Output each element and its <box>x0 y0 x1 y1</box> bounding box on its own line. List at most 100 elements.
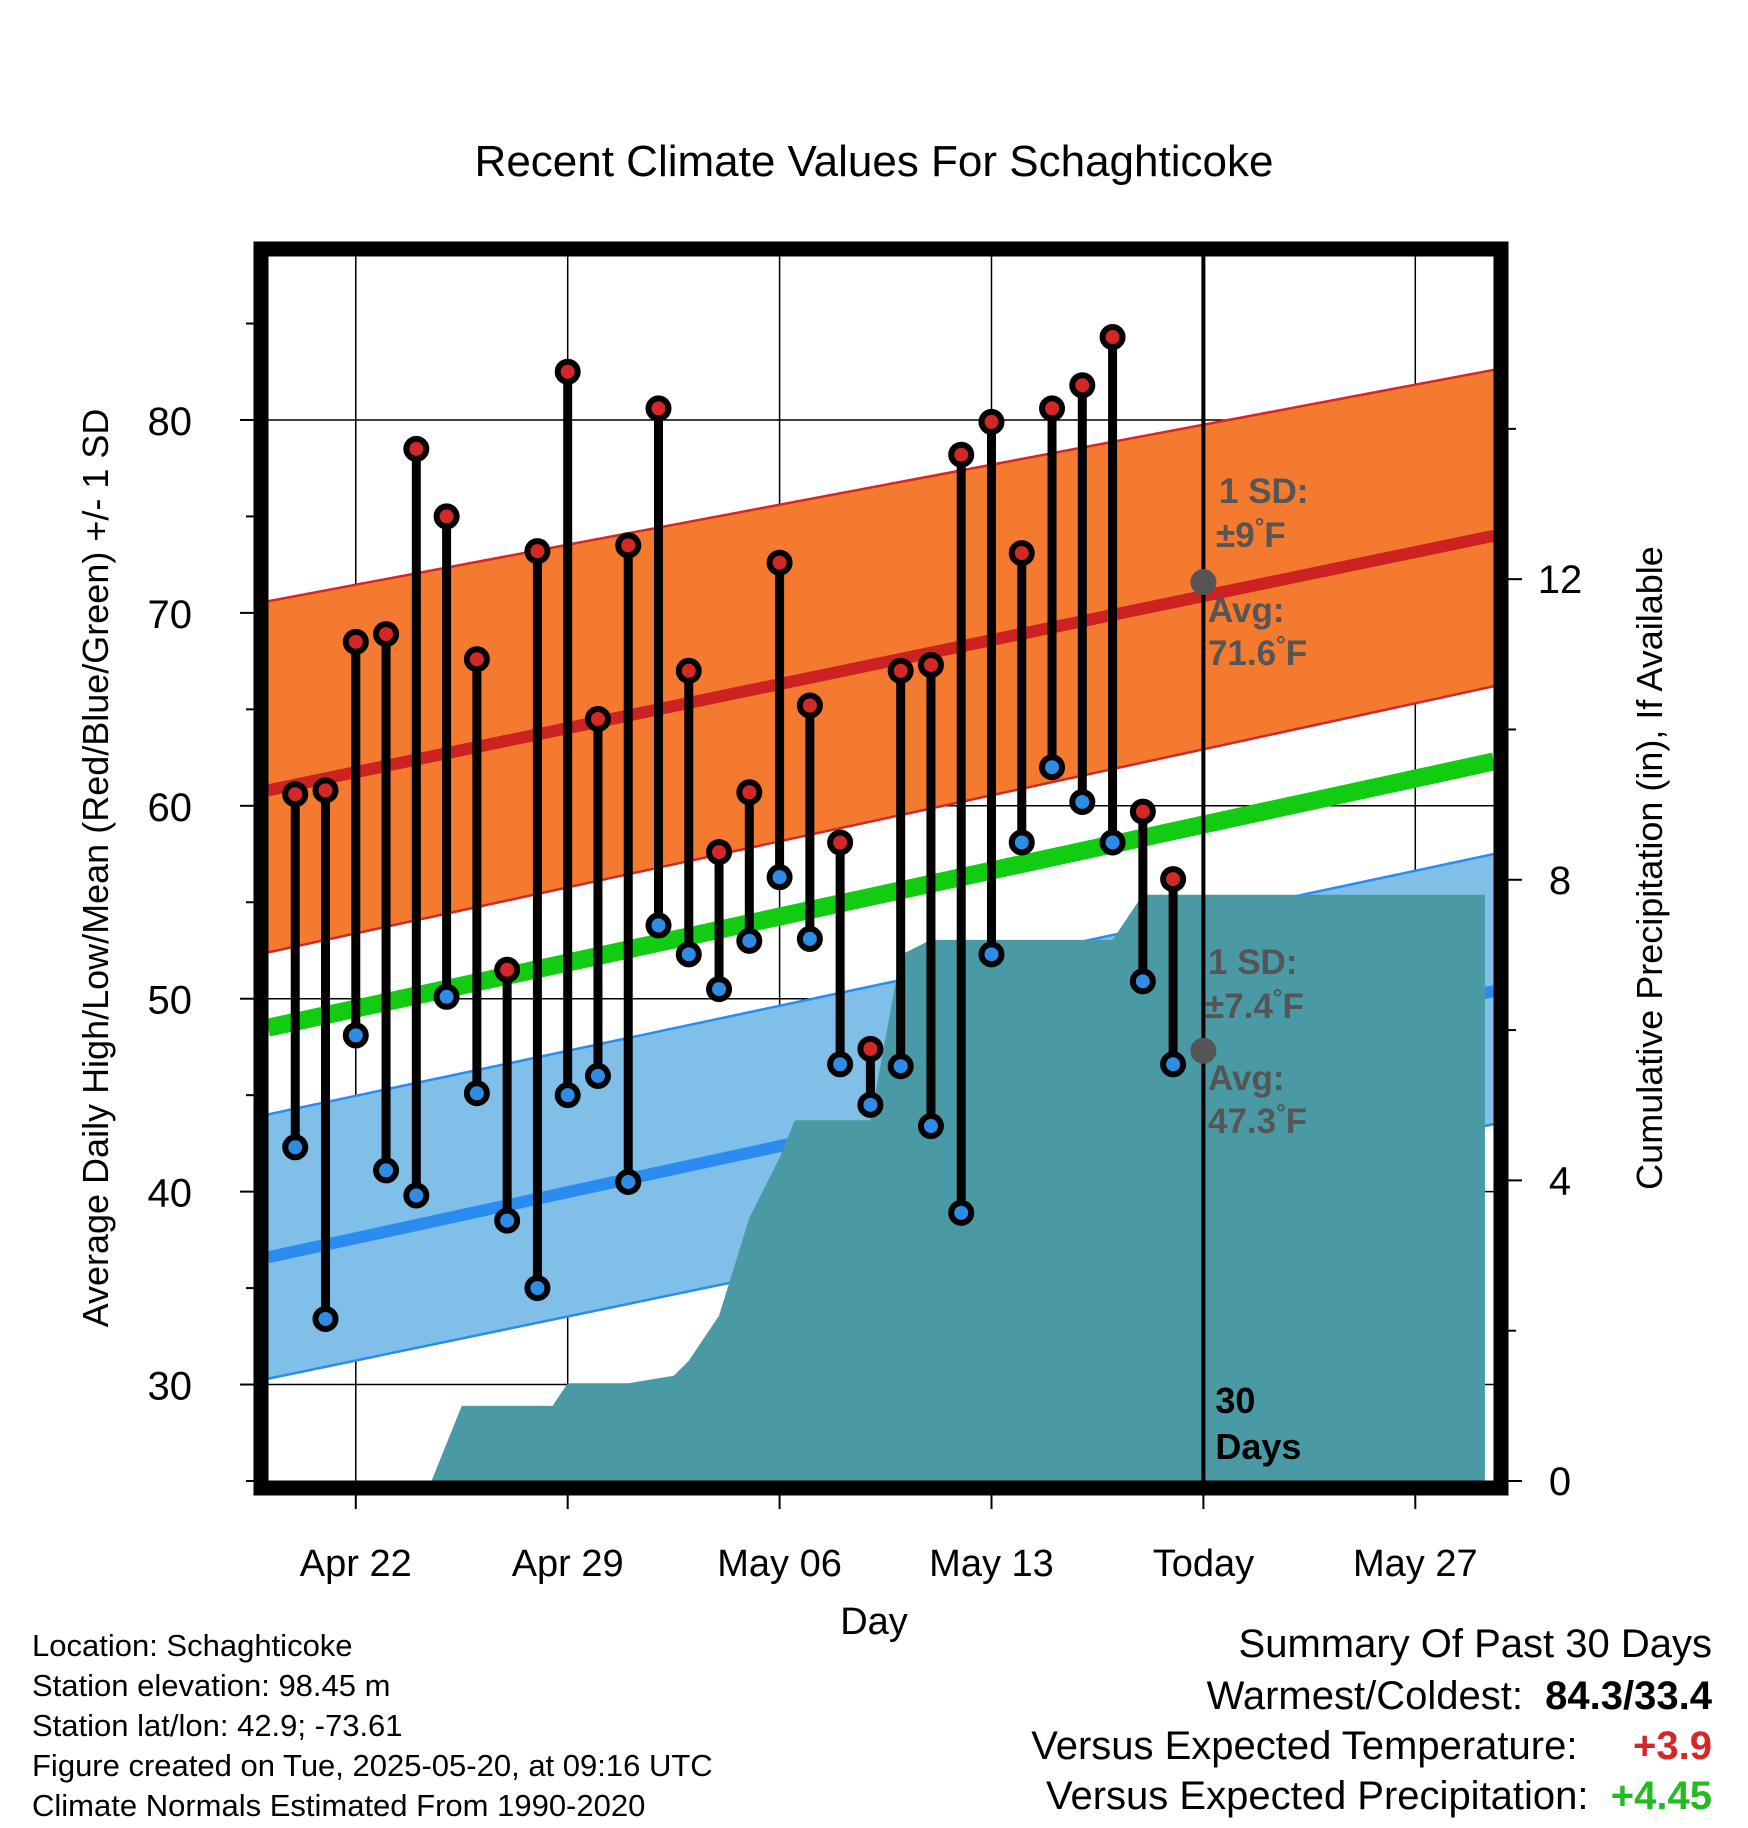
high-point <box>675 657 702 684</box>
low-point <box>615 1168 642 1195</box>
high-point <box>584 705 611 732</box>
high-point <box>1069 372 1096 399</box>
high-point <box>917 651 944 678</box>
x-tick-label: Apr 22 <box>300 1543 412 1585</box>
low-point <box>1160 1051 1187 1078</box>
low-point <box>584 1062 611 1089</box>
y-tick-label: 50 <box>148 979 193 1023</box>
y-tick-label: 30 <box>148 1365 193 1409</box>
summary-warm-cold: Warmest/Coldest: 84.3/33.4 <box>1207 1674 1712 1719</box>
daily-range-stems <box>290 337 1178 1319</box>
precip-value: +4.45 <box>1610 1774 1712 1818</box>
high-point <box>978 408 1005 435</box>
summary-precipitation: Versus Expected Precipitation: +4.45 <box>1046 1774 1712 1819</box>
high-avg-label: Avg: <box>1208 591 1284 630</box>
plot-frame <box>253 241 1509 1496</box>
axes: 30 40 50 60 70 80 0 4 8 12 Apr 22 Apr 29 May 06 May 1… <box>148 322 1583 1585</box>
low-point <box>766 864 793 891</box>
today-label: Days <box>1215 1426 1301 1467</box>
high-point <box>1099 324 1126 351</box>
low-point <box>373 1157 400 1184</box>
low-point <box>524 1275 551 1302</box>
low-avg-label: Avg: <box>1208 1059 1284 1098</box>
high-point <box>403 435 430 462</box>
high-point <box>342 628 369 655</box>
temp-value: +3.9 <box>1633 1724 1712 1768</box>
high-point <box>796 692 823 719</box>
low-point <box>1099 829 1126 856</box>
high-band-lower-edge <box>268 684 1494 954</box>
low-point <box>1069 788 1096 815</box>
y2-axis-label: Cumulative Precipitation (in), If Availa… <box>1629 546 1670 1190</box>
low-point <box>494 1207 521 1234</box>
low-point <box>403 1182 430 1209</box>
high-point <box>1039 395 1066 422</box>
low-point <box>796 925 823 952</box>
y2-tick-label: 0 <box>1549 1460 1571 1504</box>
low-point <box>554 1082 581 1109</box>
high-point <box>948 441 975 468</box>
plot-area <box>268 256 1494 1481</box>
high-point <box>312 777 339 804</box>
info-latlon: Station lat/lon: 42.9; -73.61 <box>32 1708 403 1743</box>
low-point <box>1129 968 1156 995</box>
high-point <box>1008 540 1035 567</box>
warm-cold-value: 84.3/33.4 <box>1545 1674 1712 1718</box>
high-point <box>706 839 733 866</box>
high-avg-value: 71.6°F <box>1208 632 1307 673</box>
high-point <box>887 657 914 684</box>
low-point <box>978 941 1005 968</box>
high-avg-marker <box>1190 569 1217 596</box>
low-point <box>706 976 733 1003</box>
high-point <box>615 532 642 559</box>
high-sd-value: ±9°F <box>1216 514 1286 555</box>
low-sd-label: 1 SD: <box>1208 943 1297 982</box>
high-point <box>857 1035 884 1062</box>
high-point <box>1160 866 1187 893</box>
warm-cold-label: Warmest/Coldest: <box>1206 1674 1523 1718</box>
high-point <box>494 956 521 983</box>
high-point <box>736 779 763 806</box>
high-point <box>645 395 672 422</box>
info-normals: Climate Normals Estimated From 1990-2020 <box>32 1788 646 1823</box>
low-point <box>1008 829 1035 856</box>
high-point <box>373 621 400 648</box>
low-avg-value: 47.3°F <box>1208 1100 1307 1141</box>
x-tick-label: May 06 <box>717 1543 842 1585</box>
low-point <box>675 941 702 968</box>
low-point <box>312 1305 339 1332</box>
summary-title: Summary Of Past 30 Days <box>1238 1622 1712 1666</box>
low-point <box>827 1051 854 1078</box>
low-avg-marker <box>1190 1037 1217 1064</box>
x-tick-label: Today <box>1153 1543 1254 1585</box>
low-point <box>433 983 460 1010</box>
low-point <box>645 912 672 939</box>
y-tick-label: 40 <box>148 1172 193 1216</box>
info-created: Figure created on Tue, 2025-05-20, at 09… <box>32 1748 713 1783</box>
y-tick-label: 60 <box>148 786 193 830</box>
high-point <box>554 358 581 385</box>
high-band-upper-edge <box>268 368 1494 603</box>
high-point <box>1129 798 1156 825</box>
temp-label: Versus Expected Temperature: <box>1031 1724 1578 1768</box>
y2-tick-label: 12 <box>1538 558 1583 602</box>
y-axis-label: Average Daily High/Low/Mean (Red/Blue/Gr… <box>75 409 116 1328</box>
precip-label: Versus Expected Precipitation: <box>1046 1774 1589 1818</box>
normal-mean-line <box>268 752 1494 1037</box>
low-point <box>736 927 763 954</box>
low-point <box>1039 754 1066 781</box>
high-sd-label: 1 SD: <box>1219 472 1308 511</box>
x-tick-label: Apr 29 <box>512 1543 624 1585</box>
x-tick-label: May 13 <box>929 1543 1054 1585</box>
high-point <box>827 829 854 856</box>
y-tick-label: 80 <box>148 400 193 444</box>
y2-tick-label: 4 <box>1549 1159 1571 1203</box>
high-point <box>766 549 793 576</box>
y-tick-label: 70 <box>148 593 193 637</box>
normal-high-line <box>268 529 1494 797</box>
high-point <box>433 503 460 530</box>
today-label: 30 <box>1215 1380 1255 1421</box>
low-sd-value: ±7.4°F <box>1205 985 1304 1026</box>
